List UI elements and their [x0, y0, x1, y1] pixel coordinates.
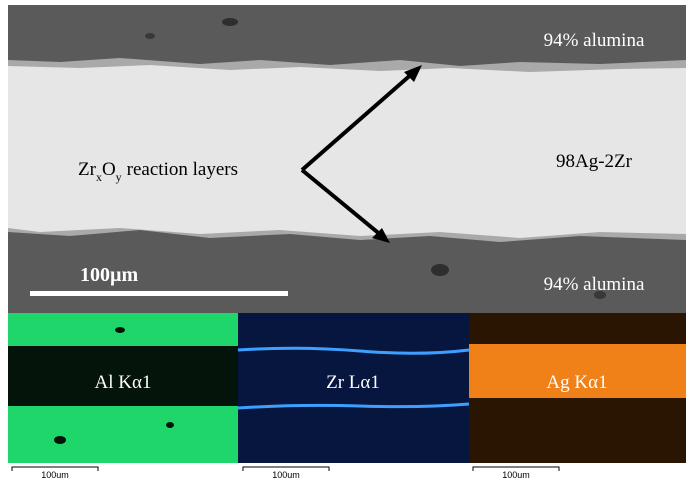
label-part: O — [102, 159, 116, 180]
top-label: 94% alumina — [544, 30, 645, 51]
label-part: reaction layers — [127, 159, 238, 180]
scale-bar-label: 100µm — [80, 264, 139, 286]
middle-label: 98Ag-2Zr — [556, 151, 633, 172]
figure: 94% alumina 98Ag-2Zr 94% alumina ZrxOyre… — [0, 0, 692, 480]
bottom-label: 94% alumina — [544, 274, 645, 295]
map-label: Al Kα1 — [95, 372, 152, 393]
label-part: y — [116, 170, 122, 184]
map-scale-label: 100um — [272, 470, 300, 480]
scale-bar — [30, 291, 288, 296]
map-scale-label: 100um — [502, 470, 530, 480]
map-label: Ag Kα1 — [546, 372, 607, 393]
map-scale-label: 100um — [41, 470, 69, 480]
map-label: Zr Lα1 — [326, 372, 380, 393]
label-part: Zr — [78, 159, 97, 180]
